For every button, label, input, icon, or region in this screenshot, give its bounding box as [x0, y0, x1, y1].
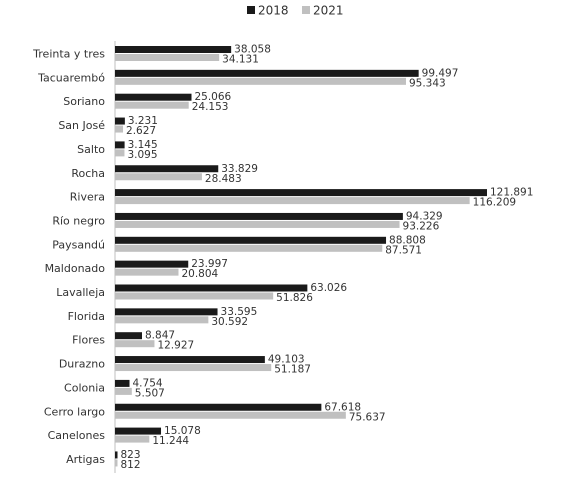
bar-2021-Durazno	[115, 364, 272, 372]
value-label-2018: 94.329	[406, 210, 443, 222]
category-label: Soriano	[63, 95, 105, 108]
value-label-2021: 51.187	[274, 364, 311, 376]
bar-2021-Treinta y tres	[115, 54, 220, 61]
bar-2018-Tacuarembó	[115, 69, 419, 77]
value-label-2018: 25.066	[194, 91, 231, 103]
legend-swatch-2021	[302, 6, 310, 14]
value-label-2018: 121.891	[490, 187, 533, 199]
value-label-2021: 30.592	[211, 316, 248, 328]
value-label-2018: 3.145	[128, 139, 158, 151]
bar-2021-Paysandú	[115, 244, 383, 252]
bar-2021-Río negro	[115, 220, 400, 228]
category-labels: Treinta y tres Tacuarembó Soriano San José S…	[32, 48, 105, 466]
category-label: Artigas	[66, 453, 105, 466]
bar-2021-Colonia	[115, 387, 132, 395]
value-label-2018: 3.231	[128, 115, 158, 127]
category-label: Rocha	[71, 167, 105, 180]
bar-2021-San José	[115, 125, 124, 133]
legend-label-2018: 2018	[258, 4, 289, 18]
bar-2021-Canelones	[115, 435, 150, 443]
value-label-2018: 823	[121, 449, 141, 461]
bar-2021-Tacuarembó	[115, 77, 406, 85]
bar-2018-Treinta y tres	[115, 46, 232, 53]
value-label-2018: 38.058	[234, 44, 271, 56]
bars	[115, 46, 487, 467]
bar-2021-Rivera	[115, 197, 470, 205]
value-label-2018: 4.754	[133, 377, 163, 389]
bar-2018-Canelones	[115, 427, 162, 435]
legend-swatch-2018	[247, 6, 255, 14]
bar-2018-Río negro	[115, 212, 403, 220]
value-label-2021: 5.507	[135, 387, 165, 399]
value-label-2021: 12.927	[157, 340, 194, 352]
value-label-2021: 93.226	[403, 220, 440, 232]
value-label-2018: 23.997	[191, 258, 228, 270]
bar-2018-Maldonado	[115, 260, 189, 268]
category-label: Flores	[72, 334, 105, 347]
category-label: Durazno	[59, 358, 105, 371]
bar-2018-Rocha	[115, 165, 219, 173]
category-label: Canelones	[48, 429, 106, 442]
bar-2018-Lavalleja	[115, 284, 308, 292]
value-label-2021: 812	[120, 459, 140, 471]
value-label-2021: 34.131	[222, 54, 259, 66]
value-label-2018: 99.497	[422, 67, 459, 79]
category-label: Lavalleja	[56, 286, 105, 299]
category-label: Río negro	[52, 214, 105, 227]
value-label-2021: 75.637	[349, 411, 386, 423]
value-label-2018: 33.829	[221, 163, 258, 175]
value-label-2021: 28.483	[205, 173, 242, 185]
value-label-2021: 87.571	[385, 244, 422, 256]
value-label-2021: 20.804	[181, 268, 218, 280]
category-label: Florida	[68, 310, 105, 323]
value-label-2018: 88.808	[389, 234, 426, 246]
value-label-2018: 33.595	[221, 306, 258, 318]
category-label: Tacuarembó	[37, 71, 105, 84]
bar-2021-Artigas	[115, 459, 118, 467]
bar-2021-Cerro largo	[115, 411, 346, 419]
category-label: Treinta y tres	[32, 48, 105, 61]
value-label-2021: 11.244	[152, 435, 189, 447]
value-label-2021: 116.209	[473, 197, 516, 209]
category-label: Cerro largo	[44, 405, 105, 418]
category-label: Salto	[77, 143, 105, 156]
bar-2018-Rivera	[115, 189, 487, 197]
bar-2018-Flores	[115, 332, 143, 340]
value-label-2021: 51.826	[276, 292, 313, 304]
bar-2018-Cerro largo	[115, 403, 322, 411]
bar-2018-Colonia	[115, 379, 130, 387]
bar-2018-Salto	[115, 141, 125, 149]
category-label: Paysandú	[52, 238, 105, 251]
bar-2018-Paysandú	[115, 236, 387, 244]
value-label-2018: 63.026	[310, 282, 347, 294]
bar-2018-Durazno	[115, 356, 265, 364]
legend-label-2021: 2021	[313, 4, 344, 18]
bar-2018-San José	[115, 117, 125, 125]
bar-2018-Artigas	[115, 451, 118, 459]
value-label-2021: 2.627	[126, 125, 156, 137]
value-label-2021: 24.153	[192, 101, 229, 113]
bar-2018-Soriano	[115, 93, 192, 101]
category-label: Colonia	[64, 381, 105, 394]
value-label-2021: 3.095	[127, 149, 157, 161]
bar-2021-Florida	[115, 316, 209, 324]
bar-2021-Flores	[115, 340, 155, 348]
value-label-2018: 15.078	[164, 425, 201, 437]
bar-2021-Lavalleja	[115, 292, 274, 300]
category-label: Maldonado	[45, 262, 106, 275]
bar-2021-Salto	[115, 149, 125, 157]
bar-2021-Rocha	[115, 173, 202, 181]
value-label-2021: 95.343	[409, 77, 446, 89]
bar-2021-Maldonado	[115, 268, 179, 276]
value-label-2018: 67.618	[324, 401, 361, 413]
category-label: San José	[58, 119, 105, 132]
legend: 2018 2021	[247, 4, 344, 18]
value-label-2018: 49.103	[268, 354, 305, 366]
value-label-2018: 8.847	[145, 330, 175, 342]
category-label: Rivera	[70, 191, 105, 204]
bar-2021-Soriano	[115, 101, 189, 109]
bar-2018-Florida	[115, 308, 218, 316]
